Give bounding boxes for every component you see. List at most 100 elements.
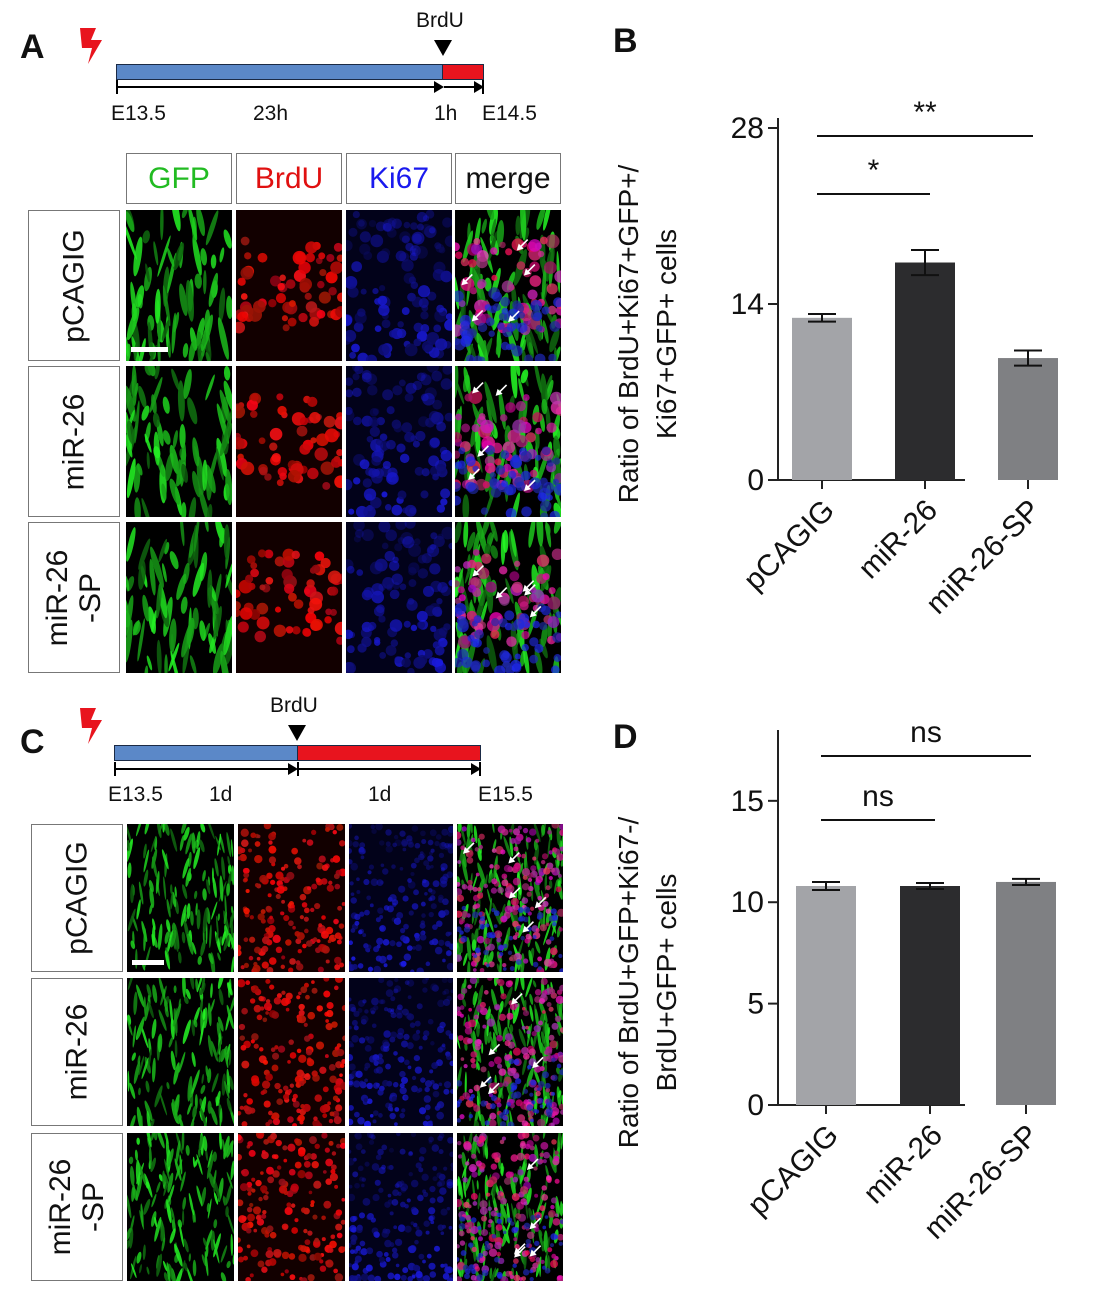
micrograph-texture xyxy=(455,366,561,517)
significance-label: ns xyxy=(862,780,894,813)
micrograph-c-pcagig-brdu xyxy=(238,824,345,972)
micrograph-texture xyxy=(126,522,232,673)
micrograph-texture xyxy=(238,978,345,1126)
y-tick-label: 28 xyxy=(731,112,764,145)
y-tick-label: 10 xyxy=(731,886,764,919)
timeline-c-tick-mid xyxy=(297,762,299,776)
micrograph-a-mir26-ki67 xyxy=(346,366,452,517)
timeline-c-tick-end xyxy=(479,762,481,776)
micrograph-a-mir26sp-gfp xyxy=(126,522,232,673)
micrograph-a-pcagig-brdu xyxy=(236,210,342,361)
timeline-a-arrow-1 xyxy=(434,81,444,93)
row-label-c-mir26-text: miR-26 xyxy=(60,1003,94,1101)
column-header-brdu-label: BrdU xyxy=(254,161,324,195)
micrograph-texture xyxy=(236,522,342,673)
x-tick-label: pCAGIG xyxy=(741,1119,845,1223)
scale-bar-c xyxy=(132,960,164,965)
micrograph-texture xyxy=(455,210,561,361)
electroporation-bolt-icon xyxy=(80,708,102,744)
micrograph-a-pcagig-gfp xyxy=(126,210,232,361)
y-tick-label: 5 xyxy=(747,988,764,1021)
timeline-a-tick-end xyxy=(482,80,484,94)
micrograph-c-pcagig-merge xyxy=(457,824,563,972)
micrograph-c-mir26sp-merge xyxy=(457,1133,563,1281)
y-tick-label: 0 xyxy=(747,1089,764,1122)
timeline-c-pulse-marker xyxy=(288,725,306,741)
y-axis-label-line-2: BrdU+GFP+ cells xyxy=(651,874,682,1092)
column-header-gfp: GFP xyxy=(126,153,232,204)
micrograph-texture xyxy=(455,522,561,673)
micrograph-texture xyxy=(457,1133,563,1281)
micrograph-c-mir26sp-brdu xyxy=(238,1133,345,1281)
row-label-c-pcagig-text: pCAGIG xyxy=(60,841,94,955)
micrograph-texture xyxy=(127,978,234,1126)
micrograph-c-mir26sp-gfp xyxy=(127,1133,234,1281)
micrograph-texture xyxy=(238,824,345,972)
panel-letter-a: A xyxy=(20,28,45,66)
row-label-a-pcagig: pCAGIG xyxy=(28,210,120,361)
micrograph-texture xyxy=(349,978,453,1126)
timeline-a-start-label: E13.5 xyxy=(111,102,166,125)
micrograph-texture xyxy=(457,978,563,1126)
micrograph-texture xyxy=(236,366,342,517)
micrograph-c-pcagig-gfp xyxy=(127,824,234,972)
timeline-c-tick-start xyxy=(114,762,116,776)
electroporation-bolt-icon xyxy=(80,28,102,64)
timeline-a-pulse-label: BrdU xyxy=(416,9,464,32)
column-header-brdu: BrdU xyxy=(236,153,342,204)
x-tick-label: miR-26 xyxy=(857,1119,949,1211)
bar-pcagig xyxy=(792,317,852,480)
timeline-c-arrow-2 xyxy=(471,763,481,775)
row-label-a-pcagig-text: pCAGIG xyxy=(57,228,91,343)
bar-mir-26 xyxy=(900,886,960,1105)
y-tick-label: 15 xyxy=(731,785,764,818)
micrograph-texture xyxy=(126,210,232,361)
row-label-a-mir26-text: miR-26 xyxy=(57,393,91,490)
micrograph-texture xyxy=(349,1133,453,1281)
micrograph-texture xyxy=(346,522,452,673)
micrograph-a-mir26sp-merge xyxy=(455,522,561,673)
row-label-a-mir26sp-text: miR-26 -SP xyxy=(41,549,107,646)
y-tick-label: 14 xyxy=(731,288,764,321)
micrograph-c-mir26-ki67 xyxy=(349,978,453,1126)
micrograph-a-mir26sp-ki67 xyxy=(346,522,452,673)
timeline-a-tick-start xyxy=(116,80,118,94)
timeline-a-blue-segment xyxy=(116,64,444,80)
timeline-c-blue-segment xyxy=(114,745,299,761)
timeline-c-line-1 xyxy=(114,768,296,770)
y-axis-label-line-1: Ratio of BrdU+Ki67+GFP+/ xyxy=(613,165,644,504)
significance-label: * xyxy=(868,154,880,187)
micrograph-a-mir26-merge xyxy=(455,366,561,517)
micrograph-texture xyxy=(236,210,342,361)
micrograph-a-pcagig-merge xyxy=(455,210,561,361)
micrograph-a-pcagig-ki67 xyxy=(346,210,452,361)
timeline-c-line-2 xyxy=(299,768,479,770)
x-tick-label: pCAGIG xyxy=(737,494,841,598)
bar-pcagig xyxy=(796,886,856,1105)
timeline-c-pulse-label: BrdU xyxy=(270,694,318,717)
timeline-a-line-2 xyxy=(444,86,482,88)
panel-letter-d: D xyxy=(613,718,638,756)
timeline-c-arrow-1 xyxy=(288,763,298,775)
bar-mir-26-sp xyxy=(996,881,1056,1105)
column-header-gfp-label: GFP xyxy=(148,161,210,195)
y-tick-label: 0 xyxy=(747,464,764,497)
timeline-a-end-label: E14.5 xyxy=(482,102,537,125)
micrograph-c-mir26-brdu xyxy=(238,978,345,1126)
timeline-a-duration-2: 1h xyxy=(434,102,458,125)
bar-mir-26-sp xyxy=(998,358,1058,480)
micrograph-texture xyxy=(346,366,452,517)
timeline-c-duration-2: 1d xyxy=(368,783,392,806)
timeline-c-duration-1: 1d xyxy=(209,783,233,806)
timeline-a-duration-1: 23h xyxy=(253,102,289,125)
timeline-a-pulse-marker xyxy=(434,40,452,56)
timeline-a-red-segment xyxy=(442,64,484,80)
row-label-c-mir26sp-text: miR-26 -SP xyxy=(44,1158,110,1256)
row-label-c-mir26sp: miR-26 -SP xyxy=(31,1133,123,1281)
timeline-c-red-segment xyxy=(297,745,481,761)
panel-letter-c: C xyxy=(20,723,45,761)
micrograph-c-mir26-gfp xyxy=(127,978,234,1126)
